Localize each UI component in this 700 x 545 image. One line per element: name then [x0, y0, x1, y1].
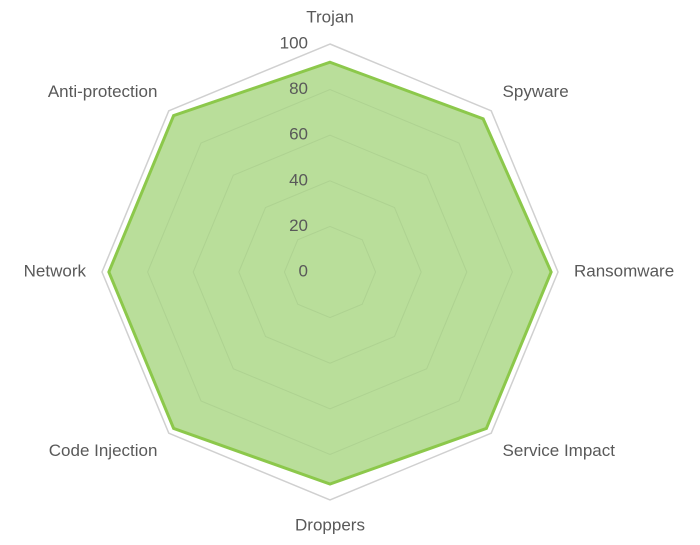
category-label: Spyware — [503, 82, 569, 101]
radial-tick-label: 80 — [289, 79, 308, 98]
category-label: Droppers — [295, 515, 365, 534]
category-label: Service Impact — [503, 441, 616, 460]
grid-ring-overlay — [238, 180, 422, 364]
radial-tick-label: 40 — [289, 170, 308, 189]
category-label: Code Injection — [49, 441, 158, 460]
radial-tick-label: 60 — [289, 125, 308, 144]
category-label: Anti-protection — [48, 82, 158, 101]
grid-ring-overlay — [192, 134, 468, 410]
grid-ring-overlay — [147, 89, 513, 455]
category-label: Ransomware — [574, 261, 674, 280]
grid-ring — [101, 43, 559, 501]
radial-tick-label: 100 — [280, 33, 308, 52]
data-area — [107, 60, 553, 486]
radial-tick-label: 0 — [299, 261, 308, 280]
category-label: Network — [24, 261, 87, 280]
category-label: Trojan — [306, 7, 354, 26]
radial-tick-label: 20 — [289, 216, 308, 235]
grid-ring-overlay — [283, 225, 377, 319]
